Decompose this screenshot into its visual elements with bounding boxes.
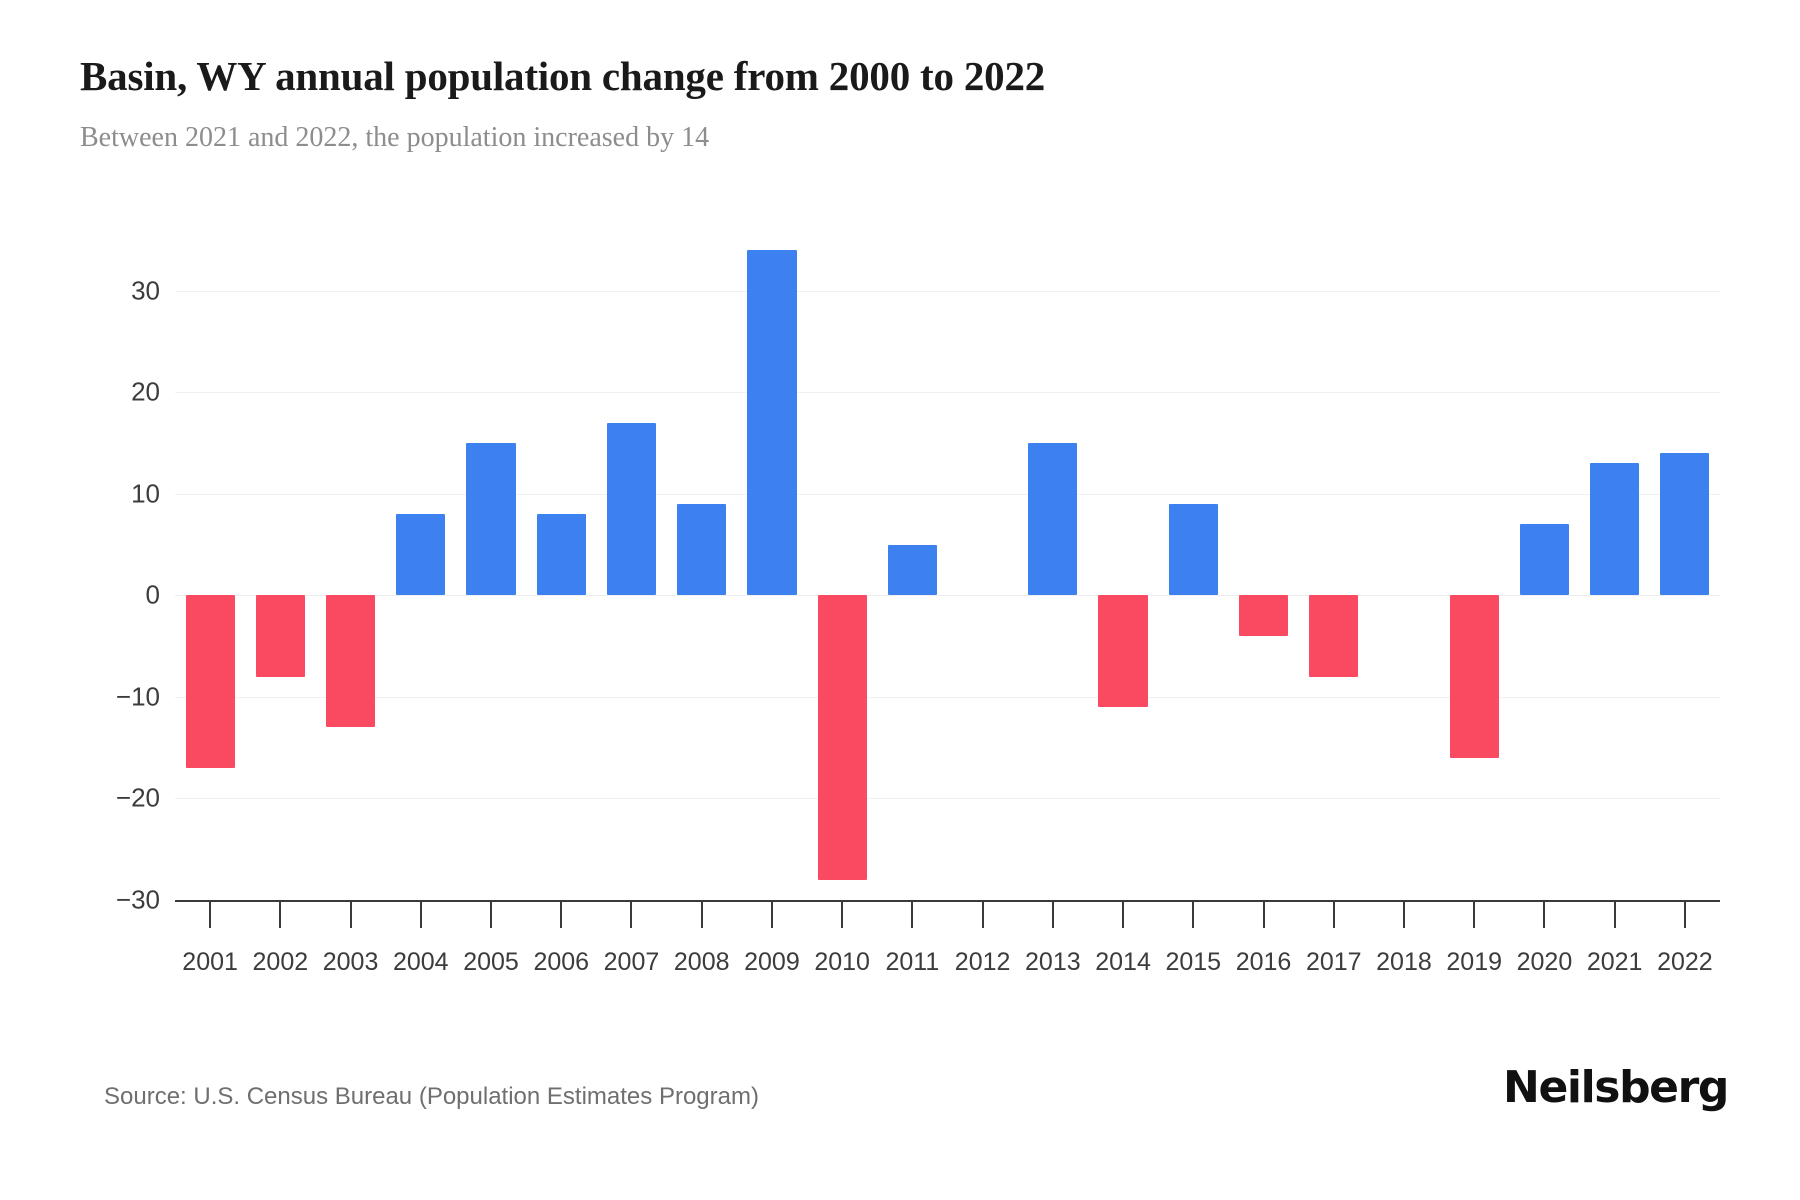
x-axis-line: [175, 900, 1720, 902]
brand-logo: Neilsberg: [1503, 1062, 1729, 1113]
y-axis-tick-label: −20: [115, 782, 160, 813]
bar[interactable]: [887, 544, 937, 596]
gridlines: 30 20 10 0 −10 −20 −30: [116, 250, 1720, 915]
x-axis-tick: [1613, 902, 1616, 928]
bar[interactable]: [536, 514, 586, 596]
x-axis-tick: [1332, 902, 1335, 928]
bar[interactable]: [1168, 503, 1218, 596]
x-axis-tick-label: 2022: [1657, 948, 1713, 976]
x-axis-tick: [349, 902, 352, 928]
bar[interactable]: [1098, 595, 1148, 708]
x-axis-tick-label: 2010: [814, 948, 870, 976]
x-axis-tick: [630, 902, 633, 928]
source-note: Source: U.S. Census Bureau (Population E…: [104, 1083, 759, 1110]
x-axis-tick: [1402, 902, 1405, 928]
page-subtitle: Between 2021 and 2022, the population in…: [80, 122, 710, 153]
x-axis-tick: [700, 902, 703, 928]
bar[interactable]: [747, 250, 797, 596]
y-axis-tick-label: 0: [145, 579, 160, 610]
x-axis-tick-label: 2009: [744, 948, 800, 976]
y-axis-tick-label: −30: [115, 884, 160, 915]
bar[interactable]: [1519, 524, 1569, 596]
bar[interactable]: [396, 514, 446, 596]
bar[interactable]: [466, 442, 516, 596]
bar[interactable]: [1449, 595, 1499, 758]
bar[interactable]: [817, 595, 867, 880]
x-axis-tick: [1051, 902, 1054, 928]
x-axis-tick-label: 2001: [182, 948, 238, 976]
x-axis-tick-label: 2002: [252, 948, 309, 976]
plot-area: 30 20 10 0 −10 −20 −30: [116, 250, 1720, 915]
x-axis-tick-label: 2011: [885, 948, 940, 976]
x-axis-tick-label: 2016: [1235, 948, 1292, 976]
x-axis-tick: [1683, 902, 1686, 928]
gridline: [175, 493, 1720, 495]
x-axis-tick-label: 2017: [1305, 948, 1362, 976]
x-axis-tick-label: 2012: [954, 948, 1011, 976]
bar[interactable]: [255, 595, 305, 677]
x-axis-tick: [911, 902, 914, 928]
x-axis-tick-label: 2015: [1165, 948, 1222, 976]
x-axis-tick: [841, 902, 844, 928]
gridline: [175, 290, 1720, 292]
x-axis-tick-label: 2003: [322, 948, 379, 976]
bar-series: [175, 250, 1720, 900]
x-axis-tick-label: 2020: [1516, 948, 1573, 976]
x-axis-tick: [1262, 902, 1265, 928]
x-axis-tick-label: 2014: [1095, 948, 1151, 976]
x-axis-tick-label: 2013: [1025, 948, 1081, 976]
x-axis-tick: [419, 902, 422, 928]
y-axis-tick-label: 10: [131, 478, 160, 509]
x-axis-tick: [560, 902, 563, 928]
x-axis-tick: [490, 902, 493, 928]
x-axis-tick: [981, 902, 984, 928]
x-axis-tick: [1192, 902, 1195, 928]
x-axis-tick: [770, 902, 773, 928]
y-axis-tick-label: −10: [115, 681, 160, 712]
bar[interactable]: [1238, 595, 1289, 636]
x-axis-tick-label: 2004: [392, 948, 449, 976]
x-axis-tick: [1473, 902, 1476, 928]
gridline: [175, 798, 1720, 800]
bar[interactable]: [606, 422, 657, 596]
gridline: [175, 595, 1720, 597]
bar[interactable]: [185, 595, 235, 768]
x-axis-tick: [279, 902, 282, 928]
bar[interactable]: [1028, 442, 1078, 596]
page-title: Basin, WY annual population change from …: [80, 53, 1046, 99]
x-axis-tick-label: 2018: [1376, 948, 1432, 976]
y-axis-tick-label: 20: [131, 376, 160, 407]
x-axis-tick-label: 2019: [1446, 948, 1503, 976]
gridline: [175, 392, 1720, 394]
bar[interactable]: [1590, 463, 1640, 596]
gridline: [175, 696, 1720, 698]
x-axis-tick-label: 2005: [463, 948, 519, 976]
bar[interactable]: [1309, 595, 1359, 677]
x-axis-tick-label: 2021: [1586, 948, 1643, 976]
x-axis-tick: [209, 902, 212, 928]
x-axis-tick-label: 2007: [603, 948, 660, 976]
bar[interactable]: [325, 595, 376, 728]
bar[interactable]: [1660, 453, 1710, 596]
x-axis-tick: [1543, 902, 1546, 928]
x-axis-tick-label: 2008: [673, 948, 730, 976]
y-axis-tick-label: 30: [131, 275, 160, 306]
bar[interactable]: [677, 503, 727, 596]
x-axis-tick-label: 2006: [533, 948, 590, 976]
x-axis-tick: [1122, 902, 1125, 928]
